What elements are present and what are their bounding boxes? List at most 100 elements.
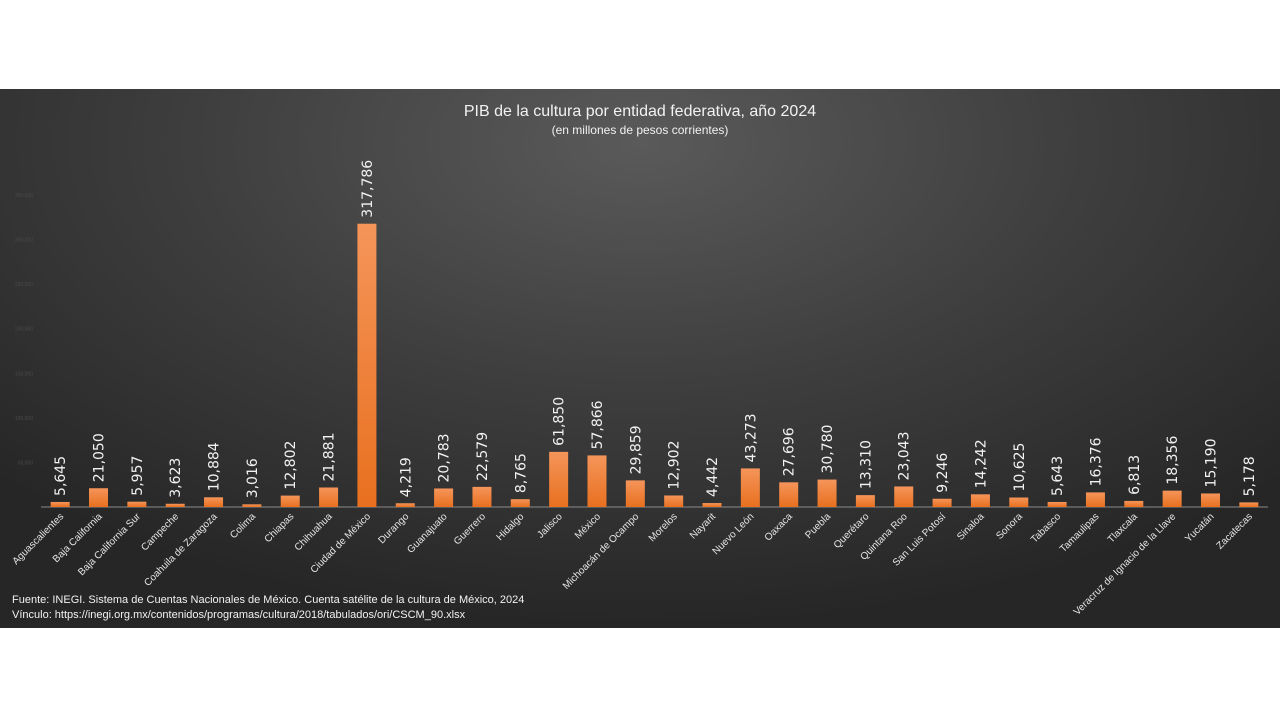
data-label: 20,783 [437,433,453,482]
y-tick-label: 300,000 [15,238,33,244]
bar [817,479,837,507]
data-label: 27,696 [782,427,798,476]
data-label: 16,376 [1088,437,1104,486]
chart-title: PIB de la cultura por entidad federativa… [463,103,817,120]
x-tick-label: Querétaro [832,511,872,551]
data-label: 317,786 [360,160,376,218]
data-label: 12,902 [667,440,683,489]
data-label: 30,780 [820,425,836,474]
bar [702,503,722,507]
x-tick-label: Sinaloa [955,511,987,543]
bar [510,499,530,507]
bar [1239,502,1259,507]
bar [395,503,415,507]
x-tick-label: Durango [376,511,411,546]
x-tick-label: Nuevo León [711,511,757,557]
bar [970,494,990,507]
bar [664,495,684,507]
x-tick-label: Zacatecas [1215,511,1255,551]
bar [1124,500,1144,507]
y-tick-label: 150,000 [15,371,33,377]
bar [472,486,492,507]
data-label: 14,242 [973,439,989,488]
data-label: 29,859 [628,425,644,474]
bar [50,501,70,507]
data-label: 6,813 [1127,455,1143,495]
chart-subtitle: (en millones de pesos corrientes) [551,123,729,137]
y-tick-label: 200,000 [15,327,33,333]
x-tick-label: Colima [228,511,258,541]
x-tick-label: Puebla [803,511,833,541]
bar [1085,492,1105,507]
bar [894,486,914,507]
bar [319,487,339,507]
x-tick-label: Coahuila de Zaragoza [142,511,220,589]
bar [204,497,224,507]
data-label: 9,246 [935,453,951,493]
bar [932,498,952,507]
bar [1162,490,1182,507]
x-tick-label: Sonora [994,511,1025,542]
data-label: 13,310 [858,440,874,489]
data-label: 61,850 [552,397,568,446]
bar [165,503,185,507]
bar [549,451,569,507]
data-label: 15,190 [1203,438,1219,487]
data-label: 18,356 [1165,436,1181,485]
data-label: 5,643 [1050,456,1066,496]
data-label: 5,178 [1242,456,1258,496]
data-label: 4,219 [398,457,414,497]
data-label: 3,623 [168,458,184,498]
bar [779,482,799,507]
source-link[interactable]: Vínculo: https://inegi.org.mx/contenidos… [12,609,466,621]
bar [587,455,607,507]
data-label: 8,765 [513,453,529,493]
x-tick-label: Hidalgo [495,511,527,543]
x-tick-label: Michoacán de Ocampo [561,511,642,592]
y-tick-label: 350,000 [15,193,33,199]
data-label: 21,050 [92,433,108,482]
bar [1047,501,1067,507]
data-label: 3,016 [245,458,261,498]
data-label: 43,273 [743,413,759,462]
x-tick-label: Guerrero [452,511,488,547]
bar [1009,497,1029,507]
x-tick-label: Guanajuato [405,511,450,556]
chart-panel: PIB de la cultura por entidad federativa… [0,89,1280,628]
data-label: 10,884 [207,442,223,491]
y-tick-label: 50,000 [18,460,34,466]
bar [242,504,262,507]
bar [740,468,760,507]
bar [625,480,645,507]
bar [855,495,875,507]
bar [434,488,454,507]
data-label: 23,043 [897,431,913,480]
x-tick-label: México [573,511,603,541]
data-label: 22,579 [475,432,491,481]
x-tick-label: Jalisco [535,511,565,541]
y-tick-label: 100,000 [15,416,33,422]
bar [280,495,300,507]
x-tick-label: Tabasco [1029,511,1063,545]
bar [357,223,377,507]
bar-chart: 50,000 100,000 150,000 200,000 250,000 300,00… [11,160,1268,618]
data-label: 57,866 [590,400,606,449]
data-label: 21,881 [322,432,338,481]
bar [89,488,109,507]
source-note: Fuente: INEGI. Sistema de Cuentas Nacion… [12,594,525,606]
x-tick-label: Yucatán [1183,511,1216,544]
bar [1200,493,1220,507]
x-tick-label: Oaxaca [763,511,795,543]
x-tick-label: Tamaulipas [1058,511,1102,555]
data-label: 12,802 [283,441,299,490]
x-tick-label: Tlaxcala [1106,511,1140,545]
x-tick-label: Nayarit [688,511,718,541]
data-label: 4,442 [705,457,721,497]
data-label: 5,645 [53,456,69,496]
data-label: 10,625 [1012,443,1028,492]
x-tick-label: Morelos [647,511,680,544]
data-label: 5,957 [130,456,146,496]
x-tick-label: Chiapas [263,511,297,545]
y-tick-label: 250,000 [15,282,33,288]
bar [127,501,147,507]
